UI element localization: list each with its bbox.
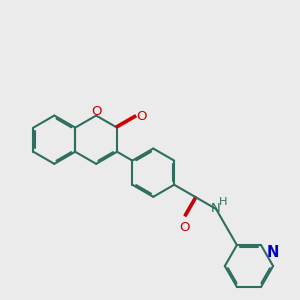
Text: H: H <box>219 197 227 207</box>
Text: N: N <box>267 245 279 260</box>
Text: O: O <box>136 110 146 123</box>
Text: O: O <box>91 105 101 118</box>
Text: O: O <box>179 221 190 234</box>
Text: N: N <box>211 202 221 215</box>
